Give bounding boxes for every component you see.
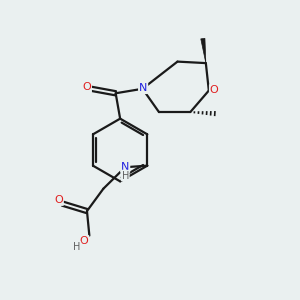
Polygon shape [201, 38, 206, 63]
Text: H: H [73, 242, 80, 252]
Text: O: O [80, 236, 88, 246]
Text: O: O [210, 85, 219, 95]
Text: O: O [82, 82, 91, 92]
Text: N: N [121, 162, 129, 172]
Text: O: O [54, 195, 63, 205]
Text: N: N [139, 83, 147, 93]
Text: H: H [122, 170, 129, 181]
